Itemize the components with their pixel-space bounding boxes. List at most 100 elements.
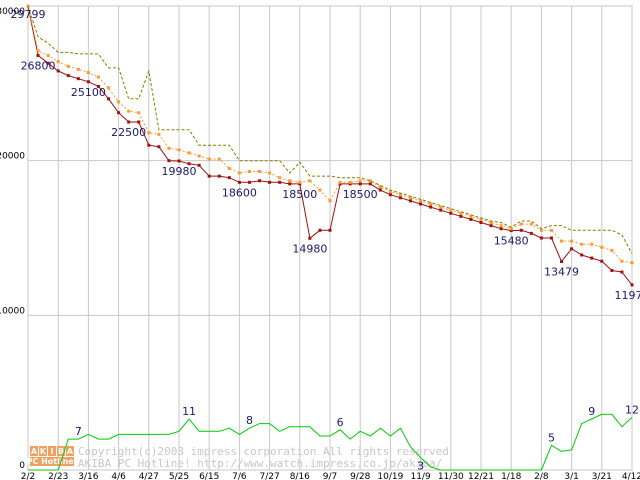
- point-avg_price: [258, 169, 262, 173]
- point-avg_price: [217, 157, 221, 161]
- point-min_price: [590, 256, 594, 260]
- point-min_price: [519, 228, 523, 232]
- point-min_price: [388, 193, 392, 197]
- x-tick-label: 7/27: [259, 472, 279, 480]
- point-avg_price: [107, 86, 111, 90]
- point-min_price: [449, 211, 453, 215]
- point-avg_price: [459, 211, 463, 215]
- point-avg_price: [529, 222, 533, 226]
- point-min_price: [409, 199, 413, 203]
- point-min_price: [157, 145, 161, 149]
- point-avg_price: [177, 148, 181, 152]
- series-group: [26, 4, 634, 471]
- x-tick-label: 4/6: [111, 472, 126, 480]
- point-avg_price: [227, 166, 231, 170]
- logo-letter: K: [40, 447, 47, 456]
- point-min_price: [499, 227, 503, 231]
- point-min_price: [560, 260, 564, 264]
- x-tick-label: 3/1: [564, 472, 578, 480]
- point-min_price: [66, 74, 70, 78]
- data-label: 19980: [162, 165, 197, 178]
- x-tick-label: 10/19: [377, 472, 403, 480]
- x-tick-label: 4/27: [139, 472, 159, 480]
- point-avg_price: [278, 176, 282, 180]
- point-avg_price: [328, 199, 332, 203]
- point-min_price: [620, 270, 624, 274]
- point-min_price: [539, 236, 543, 240]
- data-label: 18500: [282, 188, 317, 201]
- axes: 01000020000300002/22/233/164/64/275/256/…: [0, 7, 640, 480]
- x-tick-label: 2/8: [534, 472, 549, 480]
- data-label: 14980: [292, 242, 327, 255]
- point-min_price: [36, 53, 40, 57]
- point-avg_price: [137, 111, 141, 115]
- point-min_price: [479, 221, 483, 225]
- data-label: 3: [417, 460, 424, 473]
- x-tick-label: 11/9: [410, 472, 430, 480]
- point-avg_price: [338, 180, 342, 184]
- point-avg_price: [237, 171, 241, 175]
- point-min_price: [237, 180, 241, 184]
- point-avg_price: [187, 151, 191, 155]
- logo-subtext: PC Hotline!: [27, 457, 78, 466]
- point-avg_price: [56, 60, 60, 64]
- point-avg_price: [318, 188, 322, 192]
- x-tick-label: 11/30: [438, 472, 464, 480]
- point-avg_price: [76, 67, 80, 71]
- x-tick-label: 8/16: [290, 472, 310, 480]
- data-label: 18500: [343, 188, 378, 201]
- y-tick-label: 20000: [0, 152, 25, 162]
- point-min_price: [278, 180, 282, 184]
- point-avg_price: [378, 185, 382, 189]
- x-tick-label: 1/18: [501, 472, 521, 480]
- point-min_price: [570, 247, 574, 251]
- point-min_price: [197, 163, 201, 167]
- logo-letter-box: [30, 446, 38, 456]
- point-min_price: [489, 224, 493, 228]
- point-avg_price: [96, 75, 100, 79]
- data-label: 26800: [21, 59, 56, 72]
- logo-letter: I: [51, 447, 54, 456]
- data-label: 25100: [71, 86, 106, 99]
- point-min_price: [358, 182, 362, 186]
- point-avg_price: [86, 71, 90, 75]
- point-avg_price: [409, 196, 413, 200]
- point-min_price: [268, 180, 272, 184]
- point-avg_price: [570, 239, 574, 243]
- point-min_price: [147, 143, 151, 147]
- point-avg_price: [167, 146, 171, 150]
- point-avg_price: [419, 199, 423, 203]
- point-min_price: [127, 120, 131, 124]
- y-tick-label: 0: [19, 461, 25, 471]
- point-avg_price: [439, 205, 443, 209]
- point-min_price: [338, 182, 342, 186]
- point-min_price: [288, 182, 292, 186]
- point-avg_price: [610, 248, 614, 252]
- point-avg_price: [117, 100, 121, 104]
- data-label: 15480: [494, 235, 529, 248]
- data-label: 13479: [544, 266, 579, 279]
- point-avg_price: [207, 157, 211, 161]
- data-label: 11: [182, 405, 196, 418]
- point-avg_price: [358, 179, 362, 183]
- x-tick-label: 9/7: [323, 472, 337, 480]
- point-avg_price: [127, 109, 131, 113]
- point-min_price: [258, 179, 262, 183]
- point-min_price: [298, 182, 302, 186]
- point-avg_price: [288, 179, 292, 183]
- point-min_price: [227, 176, 231, 180]
- logo-sub-box: [30, 457, 74, 466]
- point-avg_price: [368, 179, 372, 183]
- point-min_price: [107, 97, 111, 101]
- logo-letter: B: [58, 447, 64, 456]
- point-avg_price: [66, 64, 70, 68]
- data-label: 5: [548, 431, 555, 444]
- logo-letter: A: [67, 447, 74, 456]
- point-min_price: [117, 111, 121, 115]
- point-avg_price: [268, 171, 272, 175]
- series-line-shop_count: [28, 413, 633, 471]
- point-avg_price: [147, 131, 151, 135]
- point-avg_price: [469, 214, 473, 218]
- point-avg_price: [560, 239, 564, 243]
